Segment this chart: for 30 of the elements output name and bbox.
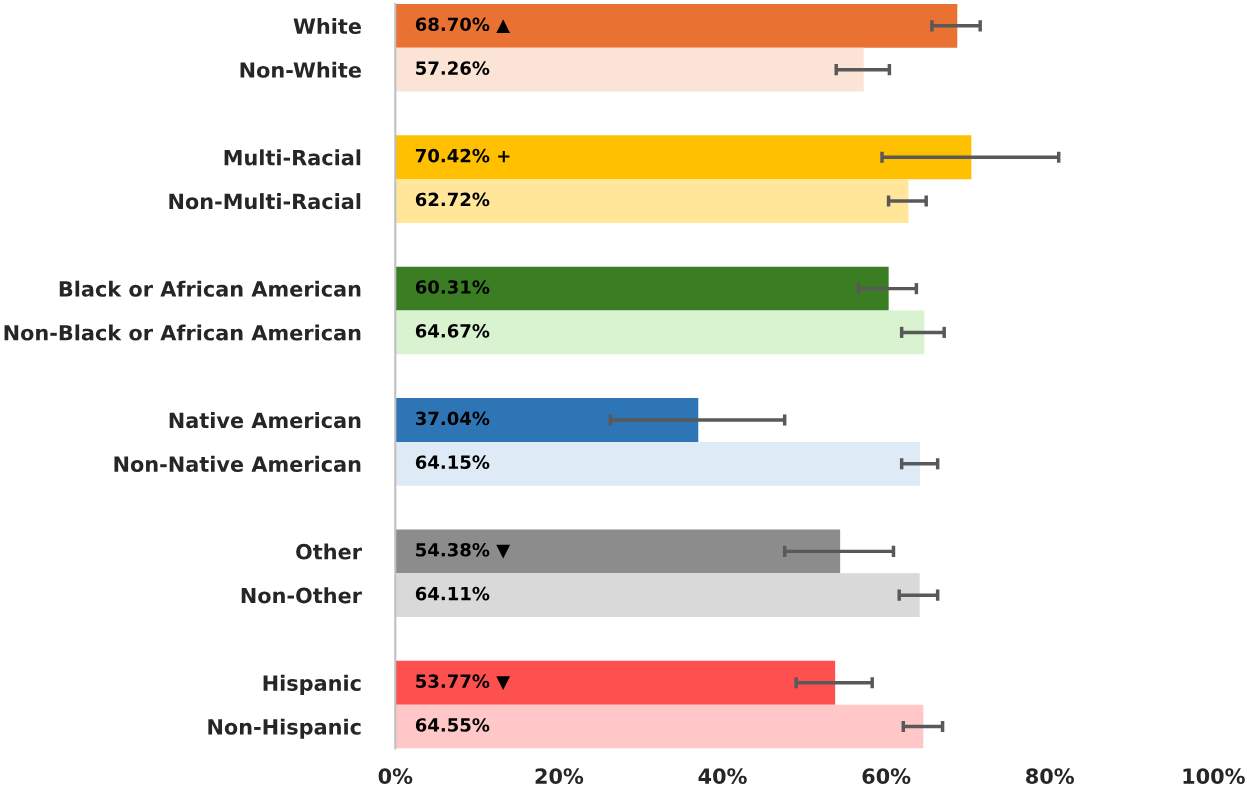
y-tick-label: Non-Other [241, 587, 362, 604]
y-tick-label: Native American [169, 412, 361, 429]
data-label: 64.55% [415, 718, 490, 732]
x-tick-label: 100% [1183, 768, 1245, 785]
data-label: 64.15% [415, 455, 490, 470]
data-label: 68.70% ▲ [415, 17, 511, 34]
data-label: 64.67% [415, 323, 490, 338]
x-tick-label: 80% [1026, 768, 1074, 785]
x-tick-label: 40% [698, 768, 747, 785]
data-label: 60.31% [415, 280, 490, 294]
data-label: 37.04% [415, 411, 490, 426]
x-tick-label: 20% [535, 768, 584, 785]
data-label: 64.11% [415, 586, 490, 601]
y-tick-label: Non-Black or African American [4, 324, 361, 341]
data-label: 57.26% [416, 61, 490, 75]
data-label: 54.38% ▼ [416, 542, 511, 559]
data-label: 53.77% ▼ [416, 674, 511, 690]
y-tick-label: Non-Hispanic [208, 718, 361, 739]
y-tick-label: Multi-Racial [224, 149, 361, 166]
x-tick-label: 0% [378, 768, 413, 785]
x-tick-label: 60% [862, 768, 911, 785]
y-tick-label: Black or African American [59, 280, 361, 297]
y-tick-label: White [293, 17, 361, 35]
y-tick-label: Non-White [240, 61, 361, 78]
data-label: 70.42% + [415, 148, 510, 163]
y-tick-label: Other [296, 543, 362, 560]
y-tick-label: Non-Native American [114, 455, 361, 472]
y-tick-label: Hispanic [263, 674, 361, 695]
y-tick-label: Non-Multi-Racial [169, 193, 361, 210]
data-label: 62.72% [415, 192, 490, 207]
